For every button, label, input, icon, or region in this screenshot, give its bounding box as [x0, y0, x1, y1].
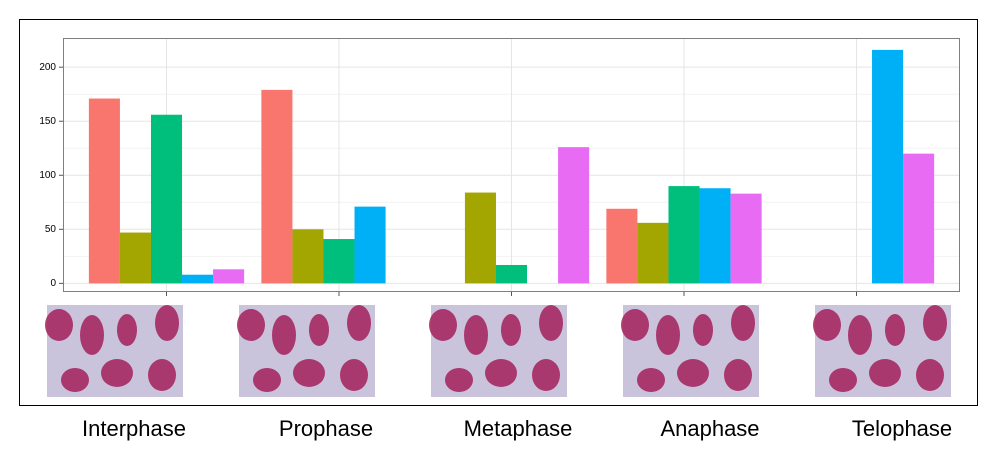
nucleus — [677, 359, 709, 387]
nucleus — [429, 309, 457, 341]
x-tick-label: Telophase — [852, 416, 952, 441]
bar — [182, 274, 214, 284]
nucleus — [347, 305, 371, 341]
nucleus — [829, 368, 857, 392]
nucleus — [485, 359, 517, 387]
nucleus — [848, 315, 872, 355]
nucleus — [813, 309, 841, 341]
nucleus — [464, 315, 488, 355]
nucleus — [885, 314, 905, 346]
nucleus — [637, 368, 665, 392]
nucleus — [272, 315, 296, 355]
nucleus — [445, 368, 473, 392]
bar — [150, 114, 183, 284]
y-tick-label: 200 — [39, 62, 56, 73]
bar — [323, 239, 355, 284]
nucleus — [731, 305, 755, 341]
bar — [558, 147, 590, 284]
bar — [495, 264, 528, 284]
nucleus — [237, 309, 265, 341]
nucleus — [61, 368, 89, 392]
nucleus — [532, 359, 560, 391]
bar — [699, 188, 731, 284]
y-tick-label: 0 — [50, 278, 56, 289]
nucleus — [656, 315, 680, 355]
plot-border — [63, 38, 960, 292]
y-tick-label: 100 — [39, 170, 56, 181]
nucleus — [724, 359, 752, 391]
nucleus — [923, 305, 947, 341]
nucleus — [80, 315, 104, 355]
bar — [213, 269, 245, 284]
bar — [292, 229, 324, 284]
bar — [261, 89, 293, 284]
nucleus — [148, 359, 176, 391]
bar — [606, 208, 638, 284]
nucleus — [117, 314, 137, 346]
x-tick-label: Metaphase — [464, 416, 573, 441]
nucleus — [340, 359, 368, 391]
nucleus — [869, 359, 901, 387]
nucleus — [501, 314, 521, 346]
x-tick-label: Anaphase — [660, 416, 759, 441]
nucleus — [101, 359, 133, 387]
y-tick-label: 150 — [39, 116, 56, 127]
nucleus — [309, 314, 329, 346]
nucleus — [539, 305, 563, 341]
outer-frame — [19, 19, 978, 406]
bar — [730, 193, 762, 284]
nucleus — [621, 309, 649, 341]
nucleus — [916, 359, 944, 391]
y-tick-label: 50 — [45, 224, 57, 235]
nucleus — [155, 305, 179, 341]
x-tick-label: Interphase — [82, 416, 186, 441]
bar — [637, 222, 669, 284]
bar — [119, 232, 151, 284]
nucleus — [293, 359, 325, 387]
bar — [354, 206, 386, 284]
bar — [88, 98, 120, 284]
bar — [464, 192, 496, 284]
nucleus — [693, 314, 713, 346]
bar — [668, 186, 700, 284]
bar — [872, 49, 904, 284]
x-tick-label: Prophase — [279, 416, 373, 441]
nucleus — [45, 309, 73, 341]
nucleus — [253, 368, 281, 392]
bar — [903, 153, 935, 284]
